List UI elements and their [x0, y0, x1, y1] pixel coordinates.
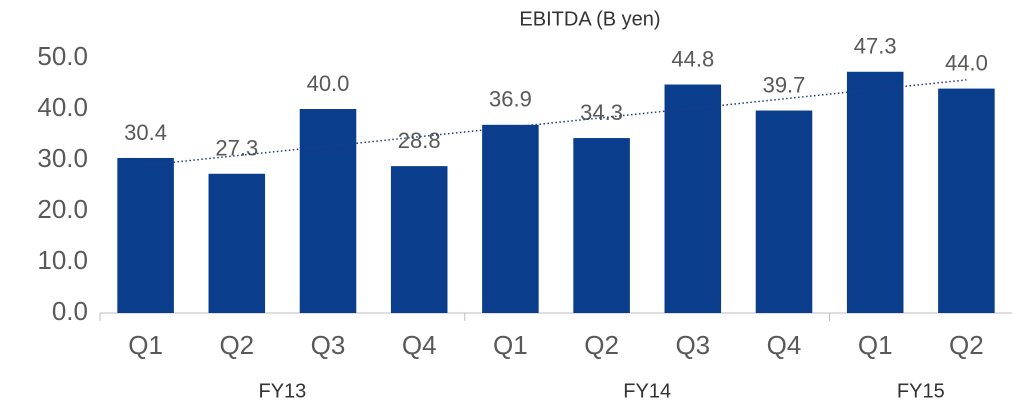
bar: [938, 88, 995, 313]
data-label: 34.3: [580, 100, 623, 125]
y-tick-label: 40.0: [37, 92, 88, 122]
data-label: 36.9: [489, 87, 532, 112]
data-label: 39.7: [763, 72, 806, 97]
data-label: 40.0: [307, 71, 350, 96]
bar: [299, 109, 357, 313]
group-label: FY13: [258, 380, 306, 402]
group-label: FY15: [897, 380, 945, 402]
y-tick-label: 10.0: [37, 245, 88, 275]
y-tick-label: 50.0: [37, 41, 88, 71]
bar: [664, 84, 722, 314]
x-tick-label: Q1: [128, 330, 163, 360]
y-tick-label: 20.0: [37, 194, 88, 224]
data-label: 44.0: [945, 50, 988, 75]
x-tick-label: Q1: [493, 330, 528, 360]
x-tick-label: Q3: [675, 330, 710, 360]
chart-title: EBITDA (B yen): [519, 8, 660, 30]
bar: [117, 157, 174, 313]
bar: [755, 110, 813, 313]
x-tick-label: Q4: [767, 330, 802, 360]
y-tick-label: 30.0: [37, 143, 88, 173]
y-tick-label: 0.0: [52, 296, 88, 326]
x-tick-label: Q2: [219, 330, 254, 360]
bar: [482, 124, 539, 313]
x-tick-label: Q3: [311, 330, 346, 360]
data-label: 30.4: [124, 120, 167, 145]
data-label: 28.8: [398, 128, 441, 153]
bar: [208, 173, 266, 313]
bar: [390, 166, 448, 313]
group-label: FY14: [623, 380, 671, 402]
bar: [573, 138, 630, 313]
x-tick-label: Q2: [584, 330, 619, 360]
x-tick-label: Q1: [858, 330, 893, 360]
x-tick-label: Q2: [949, 330, 984, 360]
trendline: [145, 79, 967, 166]
bar: [846, 71, 904, 314]
x-tick-label: Q4: [402, 330, 437, 360]
data-label: 44.8: [671, 46, 714, 71]
data-label: 47.3: [854, 34, 897, 59]
